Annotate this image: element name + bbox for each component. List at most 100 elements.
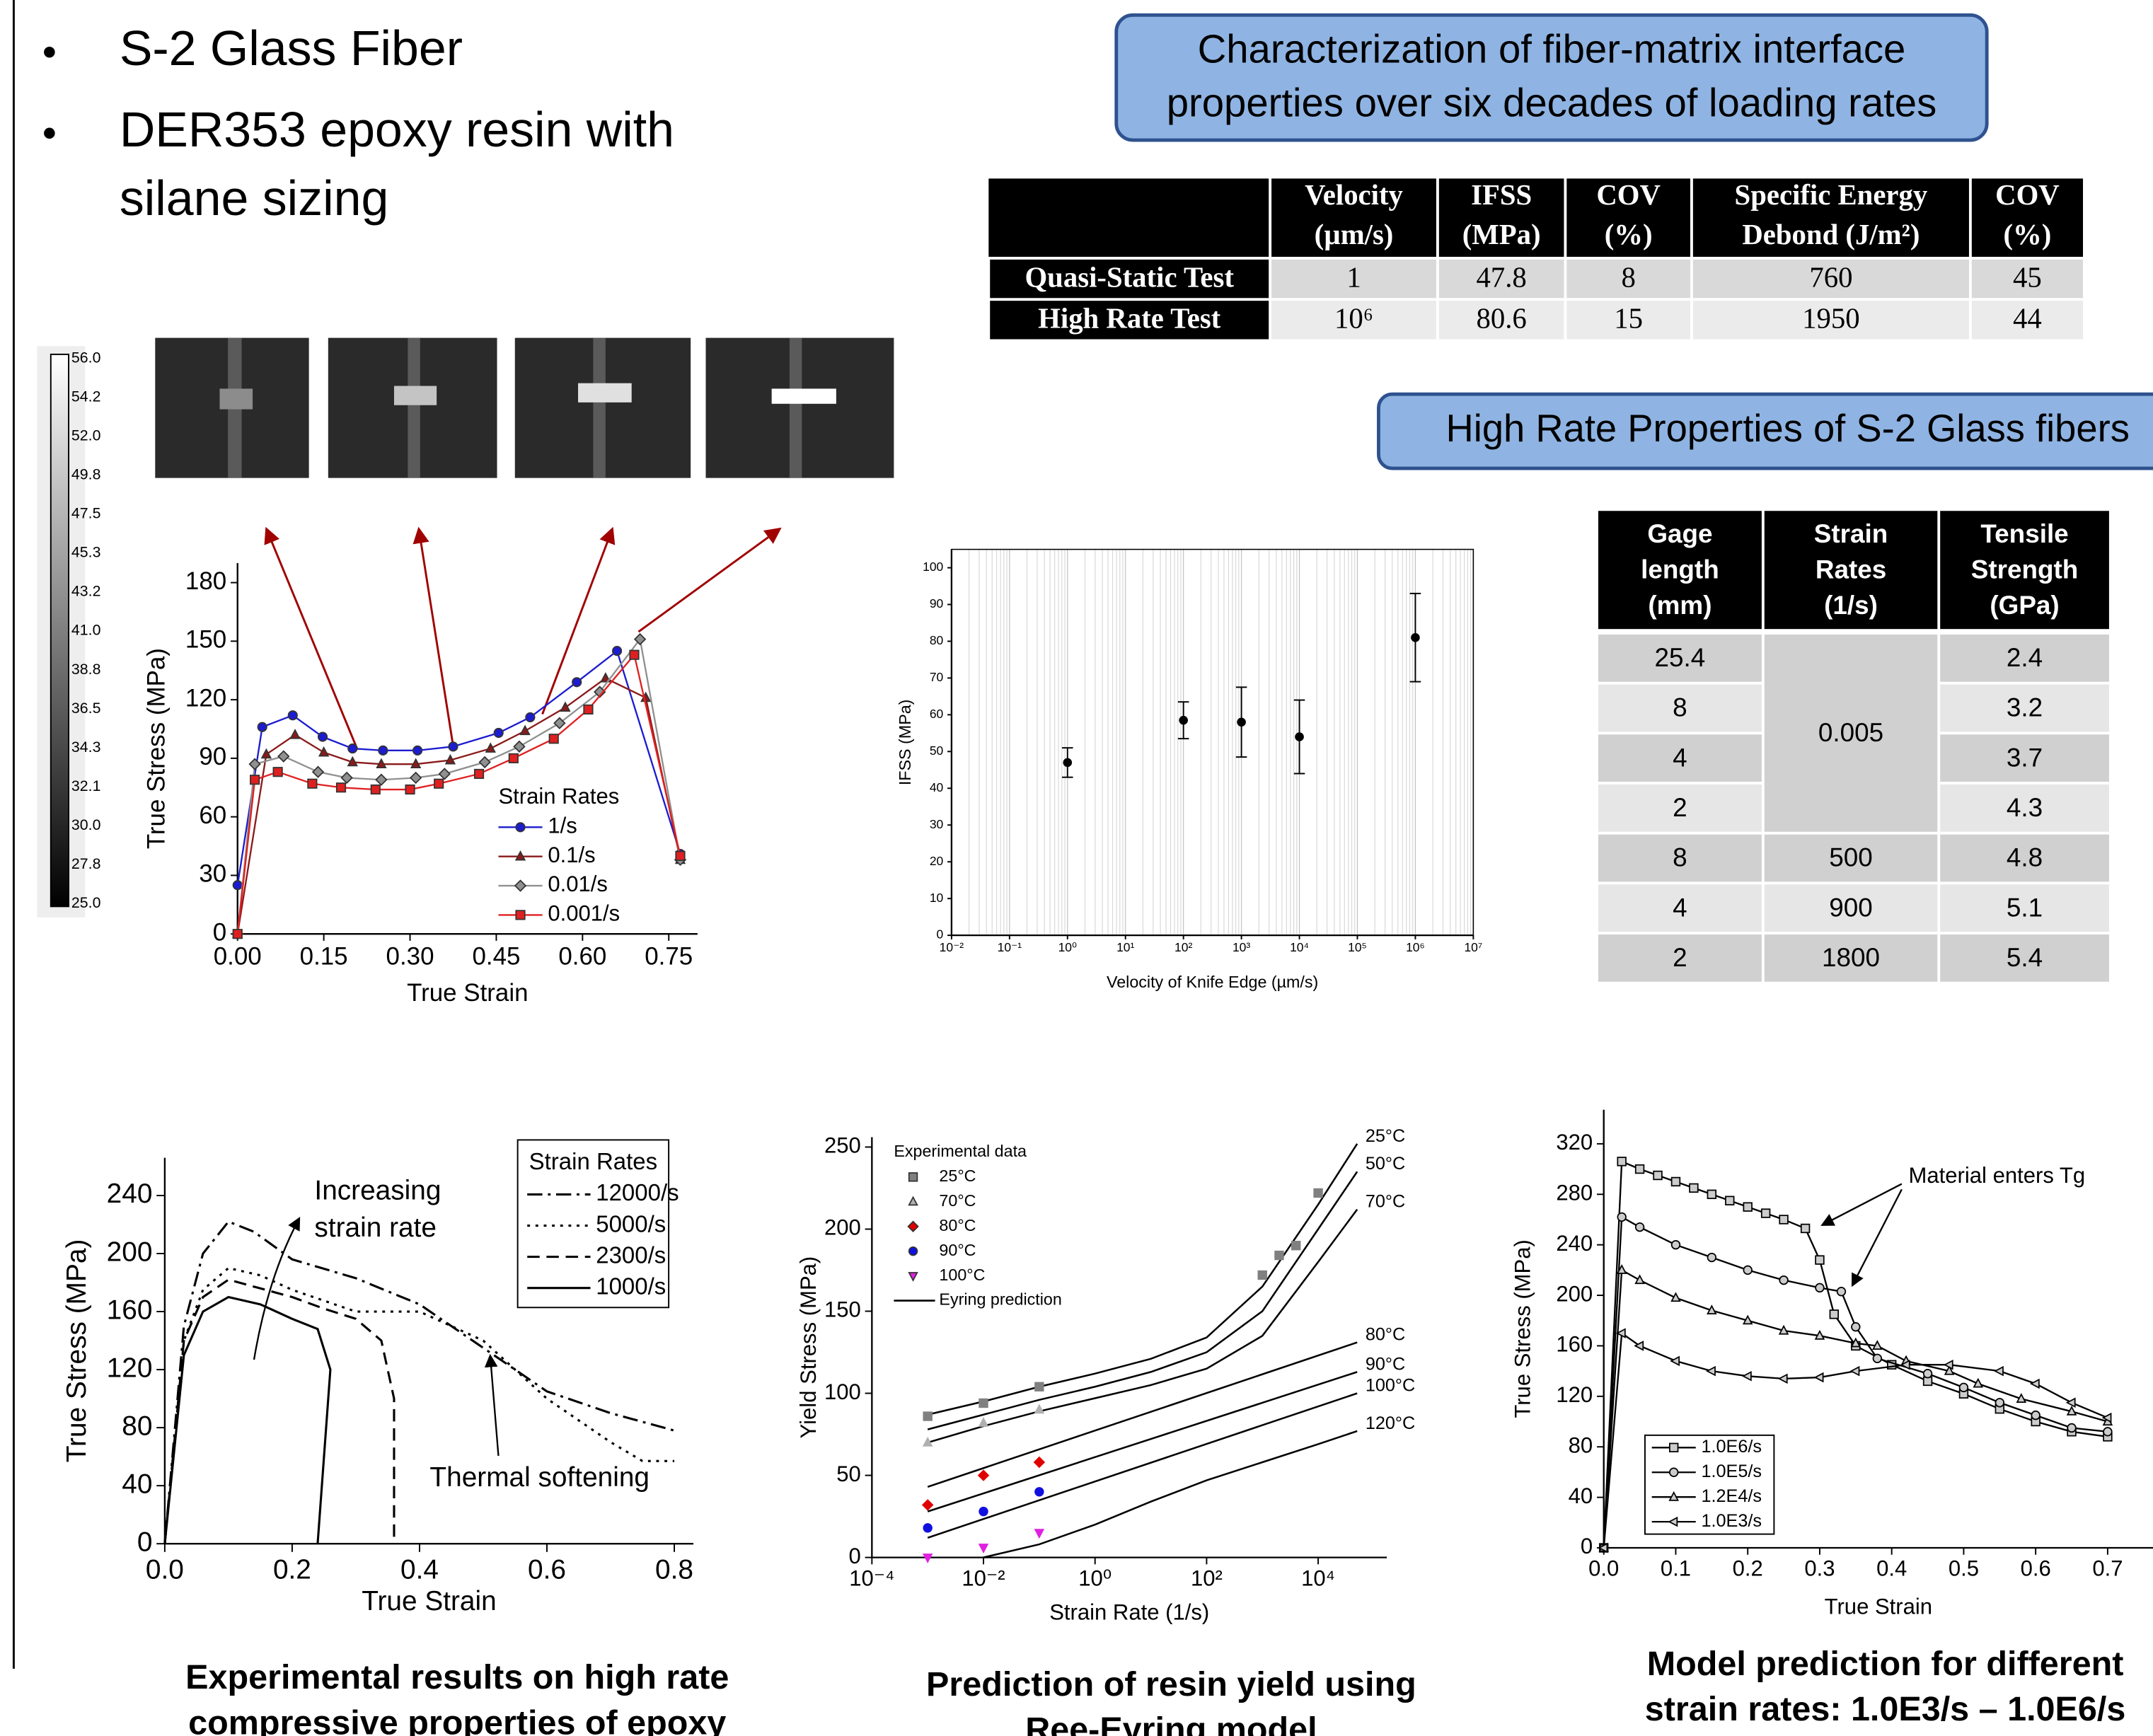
fit-line-label: 100°C <box>1366 1376 1415 1396</box>
data-point <box>250 775 259 784</box>
data-point <box>2031 1379 2039 1388</box>
data-point <box>630 650 638 659</box>
data-point <box>2103 1428 2112 1436</box>
table-cell-text: 8 <box>1621 261 1635 293</box>
data-point <box>291 730 299 739</box>
data-point <box>348 744 357 753</box>
table-cell-text: 15 <box>1614 303 1643 335</box>
data-point <box>1779 1276 1788 1285</box>
x-tick-label: 0.00 <box>214 943 262 971</box>
y-axis-label: True Stress (MPa) <box>1510 1239 1535 1418</box>
y-tick-label: 0 <box>1581 1534 1593 1558</box>
table-cell-text: 44 <box>2013 303 2042 335</box>
debond-zone <box>772 388 836 403</box>
data-point <box>584 705 592 714</box>
data-point <box>521 726 529 734</box>
x-tick-label: 10⁴ <box>1301 1566 1335 1590</box>
callout-text: High Rate Properties of S-2 Glass fibers <box>1446 407 2130 450</box>
x-tick-label: 0.15 <box>300 943 348 971</box>
table-header-text: Strength <box>1971 555 2079 584</box>
data-point <box>1035 1529 1044 1537</box>
x-tick-label: 0.2 <box>1733 1556 1763 1581</box>
legend-label: Eyring prediction <box>939 1290 1061 1309</box>
y-tick-label: 160 <box>107 1295 153 1325</box>
fiber <box>790 338 802 478</box>
fiber <box>408 338 420 478</box>
legend-label: 80°C <box>939 1216 976 1234</box>
x-tick-label: 10⁻² <box>962 1566 1005 1590</box>
annotation: Increasing <box>314 1175 441 1205</box>
legend-label: 1.0E6/s <box>1702 1437 1762 1457</box>
x-tick-label: 0.75 <box>645 943 693 971</box>
y-tick-label: 320 <box>1556 1130 1593 1155</box>
annotation: Thermal softening <box>429 1462 650 1493</box>
table-cell-text: 1 <box>1346 261 1361 293</box>
bullet-dot <box>44 47 55 58</box>
x-axis-label: Strain Rate (1/s) <box>1049 1599 1209 1624</box>
data-point <box>1671 1357 1679 1365</box>
table-cell-text: 45 <box>2013 261 2042 293</box>
y-tick-label: 200 <box>107 1237 153 1267</box>
fiber <box>593 338 605 478</box>
data-point <box>1035 1488 1044 1496</box>
data-point <box>250 759 260 770</box>
data-point <box>410 772 421 783</box>
y-tick-label: 90 <box>930 596 944 611</box>
data-point <box>549 734 558 743</box>
table-cell-text: 1800 <box>1822 943 1880 972</box>
x-tick-label: 10⁻² <box>940 940 964 954</box>
bullet-dot <box>44 128 55 139</box>
table-cell-text: 4 <box>1673 893 1687 922</box>
data-point <box>1035 1382 1044 1391</box>
data-point <box>1995 1367 2003 1375</box>
y-axis-label: Yield Stress (MPa) <box>796 1256 821 1439</box>
data-point <box>439 769 450 780</box>
y-tick-label: 80 <box>122 1411 152 1441</box>
table-cell-text: 80.6 <box>1476 303 1526 335</box>
colorbar-label: 36.5 <box>71 700 101 717</box>
x-axis-label: True Strain <box>407 979 528 1007</box>
y-tick-label: 200 <box>1556 1281 1593 1306</box>
legend-label: 90°C <box>939 1241 976 1259</box>
table-cell-text: 5.4 <box>2007 943 2043 972</box>
data-point <box>1672 1241 1680 1249</box>
data-point <box>1874 1354 1882 1362</box>
caption: Experimental results on high rate <box>185 1658 729 1696</box>
x-tick-label: 10² <box>1174 940 1192 954</box>
table-cell-text: 4 <box>1673 743 1687 772</box>
data-point <box>1690 1184 1698 1193</box>
table-cell-text: 8 <box>1673 693 1687 722</box>
table-header-text: Debond (J/m²) <box>1742 219 1920 250</box>
y-tick-label: 120 <box>107 1353 153 1383</box>
x-tick-label: 10³ <box>1233 940 1250 954</box>
bullet-text: S-2 Glass Fiber <box>120 21 463 76</box>
data-point <box>376 775 386 785</box>
y-tick-label: 100 <box>923 560 943 574</box>
fit-line-label: 90°C <box>1366 1354 1405 1374</box>
data-point <box>449 742 457 751</box>
data-point <box>318 732 327 741</box>
y-tick-label: 60 <box>199 802 226 829</box>
y-tick-label: 160 <box>1556 1332 1593 1357</box>
legend-label: 5000/s <box>596 1210 666 1237</box>
annotation: Material enters Tg <box>1909 1163 2086 1188</box>
legend-marker <box>1670 1443 1678 1452</box>
arrow <box>638 528 780 632</box>
data-point <box>233 930 242 938</box>
x-tick-label: 0.0 <box>1588 1556 1619 1581</box>
data-point <box>494 729 502 737</box>
x-tick-label: 0.5 <box>1949 1556 1979 1581</box>
data-point <box>1617 1213 1626 1222</box>
data-point <box>1743 1266 1752 1275</box>
data-point <box>1924 1370 1932 1378</box>
data-point <box>676 852 684 860</box>
colorbar-label: 38.8 <box>71 661 101 678</box>
data-point <box>258 723 266 731</box>
data-point <box>514 741 524 752</box>
legend-label: 2300/s <box>596 1242 666 1268</box>
y-tick-label: 150 <box>824 1297 861 1322</box>
data-point <box>434 780 443 788</box>
legend-label: 25°C <box>939 1167 976 1185</box>
x-axis-label: True Strain <box>362 1586 497 1616</box>
y-axis-label: True Stress (MPa) <box>142 648 170 849</box>
